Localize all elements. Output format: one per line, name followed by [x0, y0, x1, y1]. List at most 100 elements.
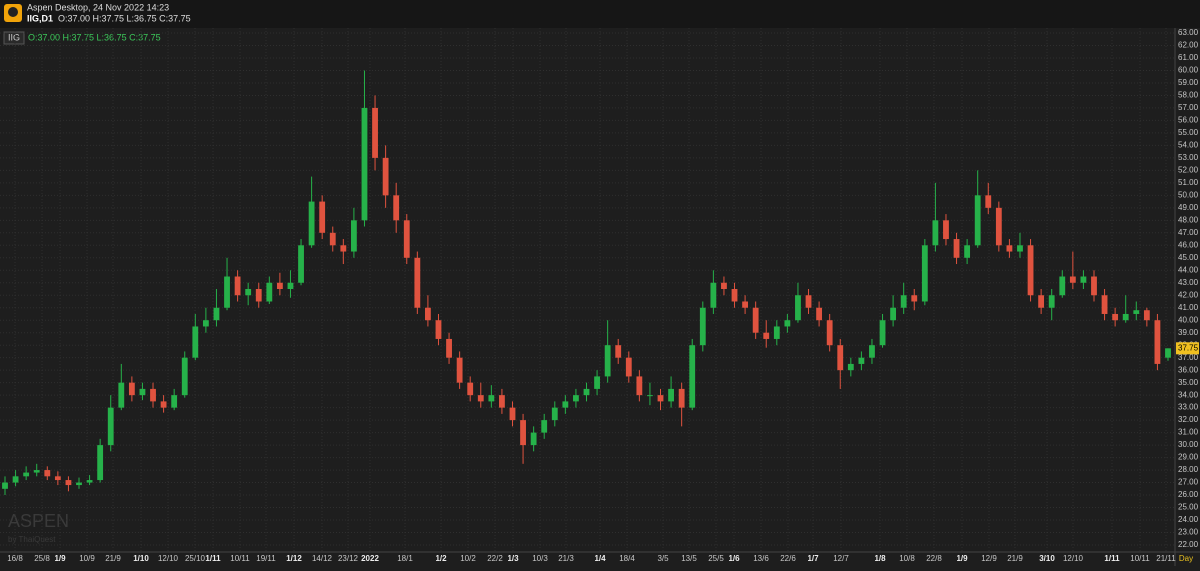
y-tick-label: 53.00	[1178, 153, 1199, 162]
candle-body	[805, 295, 812, 308]
logo-mark	[8, 7, 18, 17]
candle-body	[1069, 276, 1076, 283]
y-tick-label: 55.00	[1178, 128, 1199, 137]
x-tick-label: 10/2	[460, 554, 476, 563]
x-tick-label: 10/3	[532, 554, 548, 563]
x-tick-label: 16/8	[7, 554, 23, 563]
candle-body	[128, 382, 135, 396]
legend-box[interactable]	[3, 31, 25, 45]
candle-body	[1017, 245, 1023, 252]
y-tick-label: 42.00	[1178, 290, 1199, 299]
candle-body	[298, 245, 304, 283]
candle-body	[361, 107, 368, 221]
y-tick-label: 25.00	[1178, 503, 1199, 512]
x-tick-label: 1/8	[874, 554, 886, 563]
x-tick-label: 12/7	[833, 554, 849, 563]
candle-body	[224, 276, 230, 308]
candle-body	[826, 320, 833, 346]
y-tick-label: 60.00	[1178, 66, 1199, 75]
candle-body	[23, 472, 30, 477]
candle-body	[731, 289, 738, 302]
x-tick-label: 1/10	[133, 554, 149, 563]
x-tick-label: 1/7	[807, 554, 819, 563]
x-tick-label: 25/5	[708, 554, 724, 563]
candle-body	[499, 395, 505, 408]
y-tick-label: 44.00	[1178, 265, 1199, 274]
y-tick-label: 43.00	[1178, 278, 1199, 287]
candle-body	[995, 207, 1002, 246]
x-tick-label: 3/5	[657, 554, 669, 563]
candle-body	[625, 357, 632, 377]
candle-body	[678, 388, 685, 408]
candle-body	[1101, 295, 1108, 314]
y-tick-label: 37.00	[1178, 353, 1199, 362]
legend-text: O:37.00 H:37.75 L:36.75 C:37.75	[28, 32, 161, 42]
candle-body	[1091, 276, 1097, 296]
candle-body	[1133, 310, 1140, 314]
candle-body	[1165, 348, 1171, 358]
ohlc-text: O:37.00 H:37.75 L:36.75 C:37.75	[58, 13, 191, 23]
y-tick-label: 47.00	[1178, 228, 1199, 237]
y-tick-label: 46.00	[1178, 240, 1199, 249]
y-tick-label: 48.00	[1178, 215, 1199, 224]
y-tick-label: 63.00	[1178, 28, 1199, 37]
x-tick-label: 1/4	[594, 554, 606, 563]
x-tick-label: 19/11	[256, 554, 276, 563]
x-tick-label: 22/2	[487, 554, 503, 563]
x-tick-label: 1/11	[205, 554, 221, 563]
y-tick-label: 54.00	[1178, 140, 1199, 149]
candle-body	[858, 357, 865, 364]
x-tick-label: 21/9	[105, 554, 121, 563]
candle-body	[171, 395, 178, 408]
candle-body	[900, 295, 907, 308]
candle-body	[160, 401, 167, 408]
candle-body	[562, 401, 569, 408]
watermark-brand: ASPEN	[8, 511, 69, 531]
x-tick-label: 1/2	[435, 554, 447, 563]
x-tick-label: 1/9	[956, 554, 968, 563]
candle-body	[911, 295, 918, 302]
candle-body	[953, 239, 960, 258]
x-tick-label: 14/12	[312, 554, 333, 563]
x-tick-label: 12/9	[981, 554, 997, 563]
candle-body	[446, 338, 452, 358]
title-bar	[0, 0, 1200, 28]
candle-body	[213, 307, 220, 321]
candle-body	[234, 276, 241, 296]
candle-body	[414, 257, 421, 308]
x-tick-label: 1/6	[728, 554, 740, 563]
candle-body	[541, 420, 548, 433]
candle-body	[76, 482, 82, 486]
candle-body	[837, 345, 844, 371]
last-price-label: 37.75	[1178, 343, 1199, 352]
x-tick-label: 18/4	[619, 554, 635, 563]
y-tick-label: 59.00	[1178, 78, 1199, 87]
candle-body	[668, 388, 674, 402]
candle-body	[890, 307, 897, 321]
candle-body	[795, 295, 801, 321]
x-tick-label: 10/9	[79, 554, 95, 563]
candle-body	[710, 282, 717, 308]
x-tick-label: 12/10	[158, 554, 179, 563]
y-tick-label: 34.00	[1178, 390, 1199, 399]
y-tick-label: 50.00	[1178, 190, 1199, 199]
candle-body	[742, 301, 748, 308]
y-tick-label: 39.00	[1178, 328, 1199, 337]
candle-body	[921, 245, 928, 302]
y-tick-label: 27.00	[1178, 478, 1199, 487]
candle-body	[594, 376, 600, 389]
x-tick-label: 1/11	[1104, 554, 1120, 563]
candle-body	[477, 395, 484, 402]
y-tick-label: 45.00	[1178, 253, 1199, 262]
candle-body	[520, 420, 526, 446]
x-tick-label: 25/10	[185, 554, 206, 563]
candle-body	[657, 395, 664, 402]
candle-body	[1154, 320, 1161, 364]
x-tick-label: 22/6	[780, 554, 796, 563]
candle-body	[44, 470, 51, 477]
candle-body	[107, 407, 114, 446]
candle-body	[245, 289, 252, 296]
candle-body	[118, 382, 125, 408]
candle-body	[763, 332, 770, 339]
